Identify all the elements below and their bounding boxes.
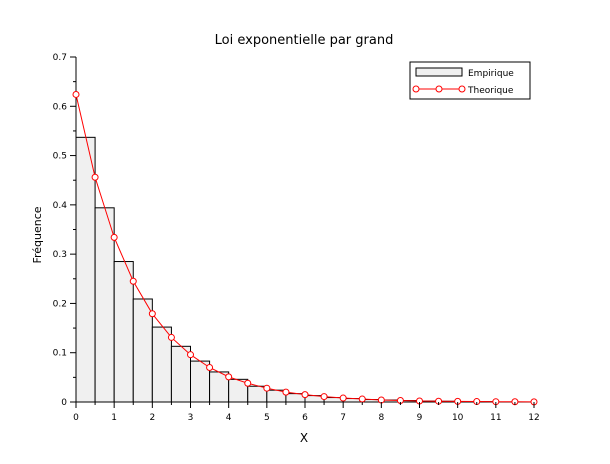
legend-marker — [459, 86, 465, 92]
y-tick-label: 0.5 — [53, 152, 67, 162]
theoretical-point — [283, 389, 289, 395]
legend: Empirique Theorique — [410, 62, 530, 99]
x-tick-label: 1 — [111, 413, 117, 423]
x-tick-label: 7 — [340, 413, 346, 423]
x-tick-label: 9 — [417, 413, 423, 423]
x-axis-label: X — [300, 431, 308, 445]
theoretical-point — [111, 234, 117, 240]
x-tick-label: 8 — [378, 413, 384, 423]
theoretical-point — [226, 374, 232, 380]
x-tick-label: 2 — [149, 413, 155, 423]
y-tick-label: 0.1 — [53, 349, 67, 359]
theoretical-point — [130, 278, 136, 284]
y-tick-label: 0.2 — [53, 299, 67, 309]
theoretical-point — [207, 365, 213, 371]
theoretical-point — [188, 352, 194, 358]
theoretical-point — [359, 396, 365, 402]
x-tick-label: 0 — [73, 413, 79, 423]
y-tick-label: 0.4 — [53, 201, 68, 211]
legend-marker — [436, 86, 442, 92]
theoretical-point — [245, 380, 251, 386]
x-tick-label: 3 — [188, 413, 194, 423]
theoretical-point — [149, 311, 155, 317]
y-tick-label: 0.3 — [53, 250, 67, 260]
x-tick-label: 10 — [452, 413, 464, 423]
theoretical-point — [321, 394, 327, 400]
y-tick-label: 0.7 — [53, 53, 67, 63]
x-tick-label: 11 — [490, 413, 501, 423]
x-tick-label: 6 — [302, 413, 308, 423]
theoretical-point — [168, 334, 174, 340]
theoretical-point — [264, 385, 270, 391]
theoretical-point — [92, 174, 98, 180]
legend-label-empirique: Empirique — [468, 69, 514, 79]
legend-marker — [413, 86, 419, 92]
x-tick-label: 4 — [226, 413, 232, 423]
theoretical-point — [73, 91, 79, 97]
x-tick-label: 12 — [528, 413, 539, 423]
x-tick-label: 5 — [264, 413, 270, 423]
legend-label-theorique: Theorique — [467, 86, 514, 96]
y-tick-label: 0 — [61, 398, 67, 408]
theoretical-point — [302, 392, 308, 398]
y-axis-label: Fréquence — [31, 206, 44, 263]
theoretical-point — [340, 395, 346, 401]
legend-swatch-empirique — [416, 68, 462, 76]
chart-title: Loi exponentielle par grand — [215, 33, 394, 48]
y-tick-label: 0.6 — [53, 102, 68, 112]
